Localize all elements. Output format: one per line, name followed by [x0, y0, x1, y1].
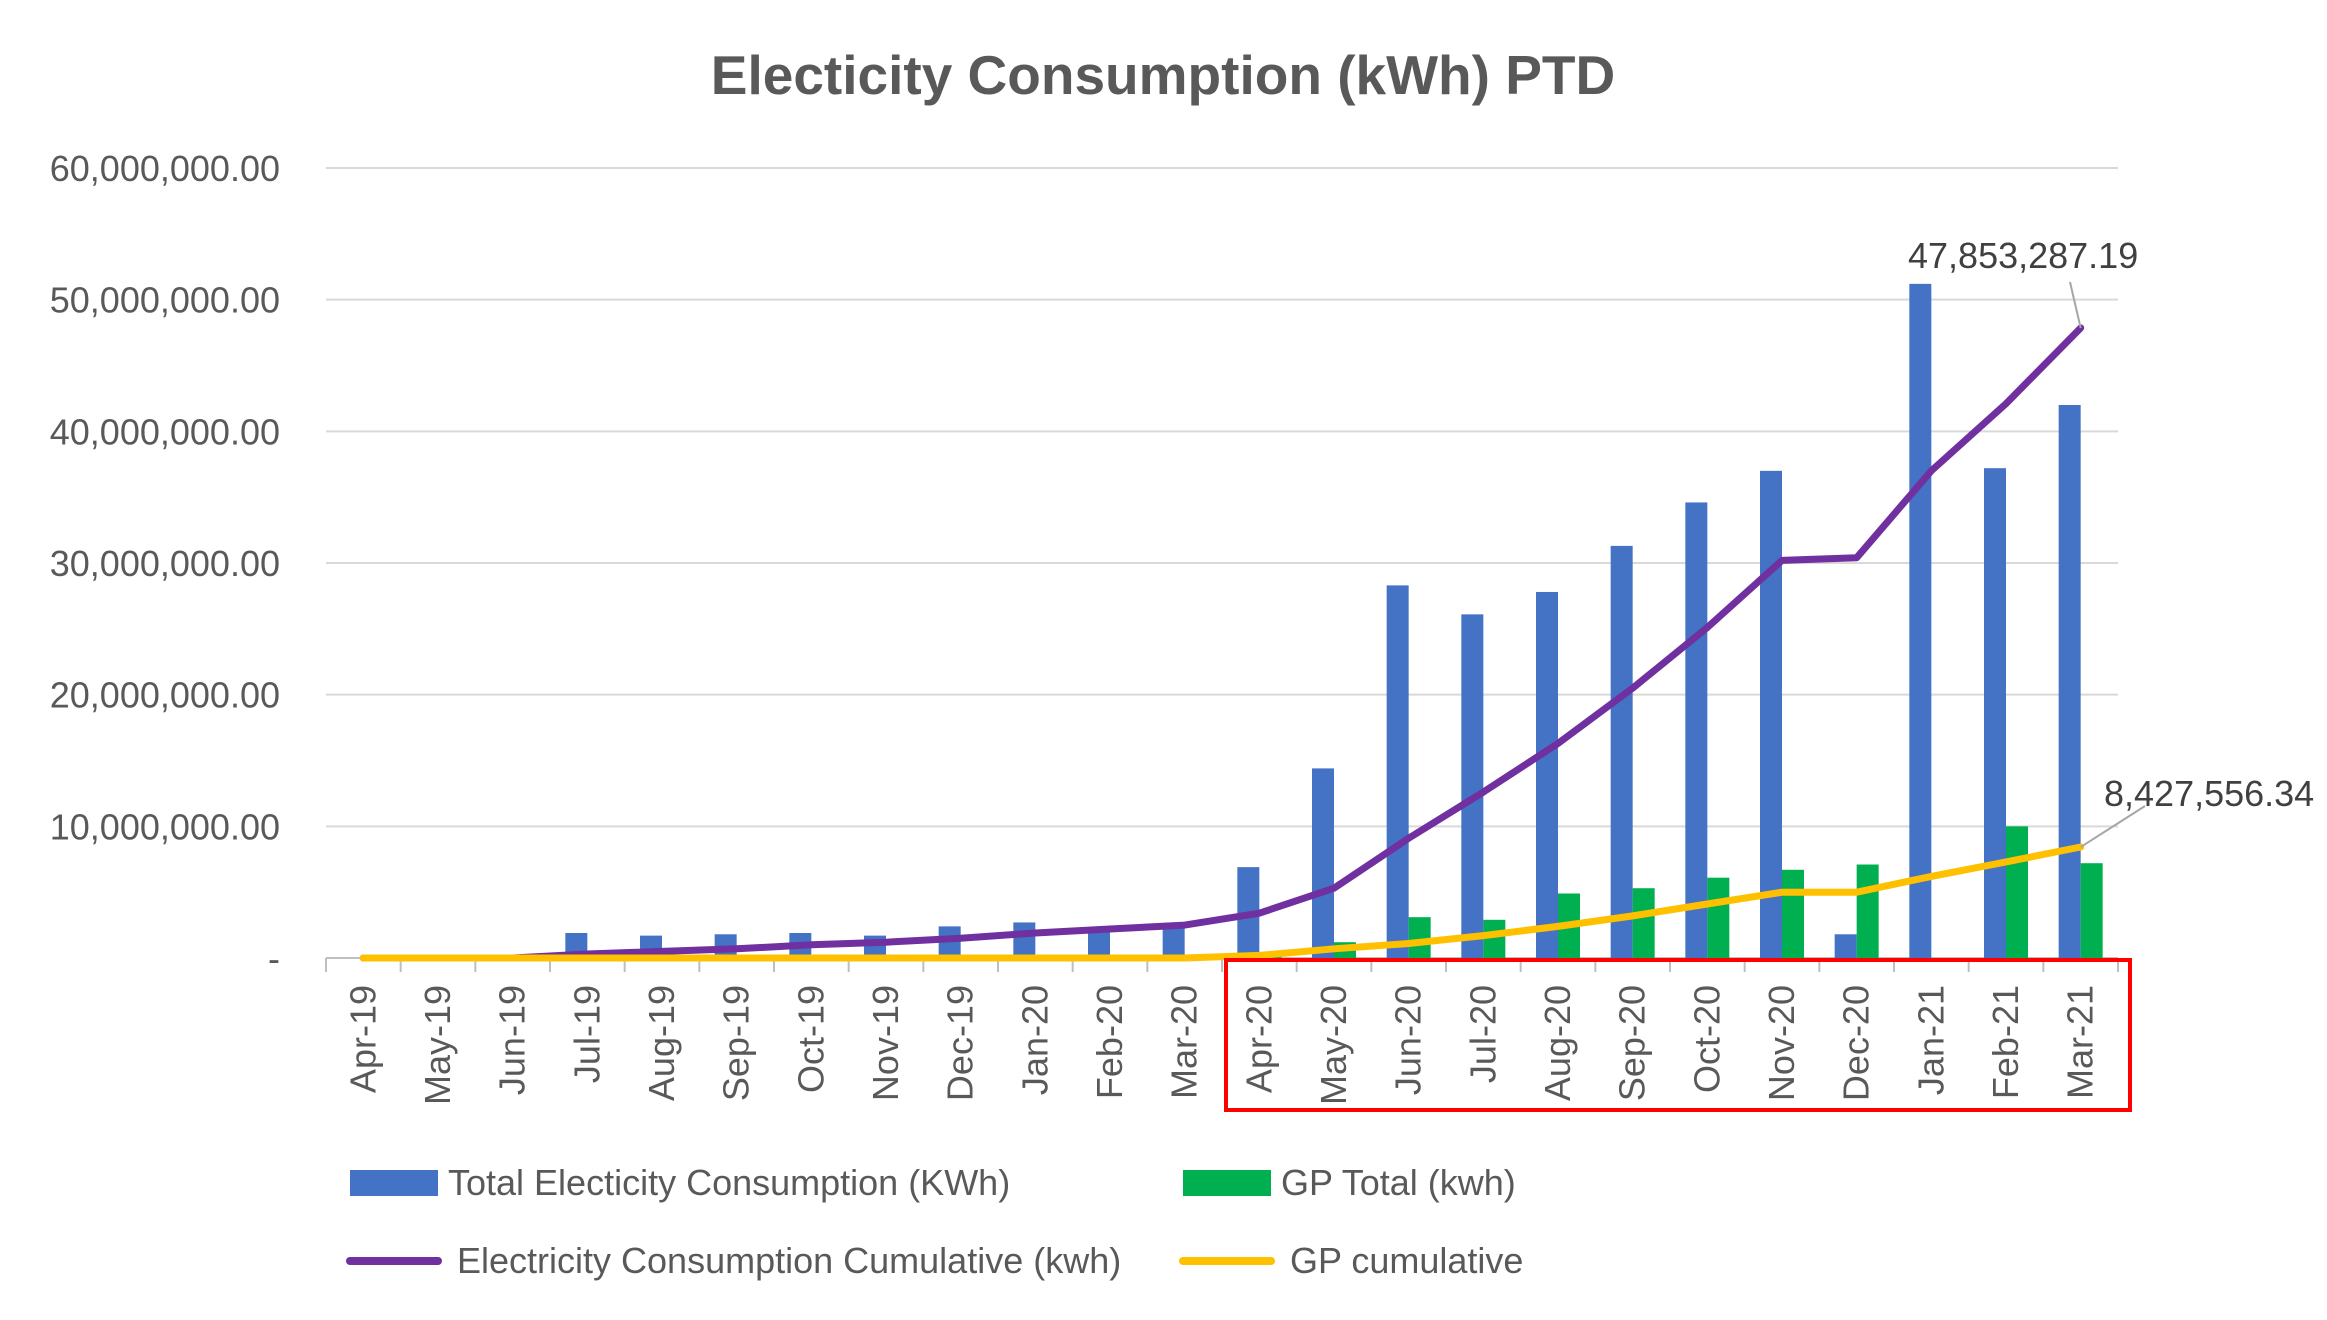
- x-tick-label: Jul-19: [566, 985, 607, 1083]
- x-tick-label: Jun-20: [1388, 985, 1429, 1095]
- x-tick-label: Sep-20: [1612, 985, 1653, 1101]
- bar-total-consumption: [1088, 927, 1110, 958]
- legend-swatch-total-consumption: [350, 1170, 438, 1196]
- legend-label-gp-cumulative: GP cumulative: [1290, 1240, 1523, 1281]
- legend-swatch-gp-total: [1183, 1170, 1271, 1196]
- y-tick-label: 20,000,000.00: [50, 675, 280, 716]
- x-tick-label: Mar-21: [2060, 985, 2101, 1099]
- bar-gp-total: [1408, 917, 1431, 958]
- annotation-leader: [2080, 805, 2146, 848]
- bar-total-consumption: [1312, 768, 1334, 958]
- bar-total-consumption: [1386, 585, 1409, 958]
- x-tick-label: Mar-20: [1164, 985, 1205, 1099]
- legend-label-consumption-cumulative: Electricity Consumption Cumulative (kwh): [457, 1240, 1121, 1281]
- bar-total-consumption: [2058, 405, 2081, 958]
- bar-total-consumption: [1909, 283, 1932, 958]
- bar-gp-total: [1483, 919, 1506, 958]
- annotation-leader: [2069, 281, 2082, 329]
- x-tick-label: Nov-20: [1761, 985, 1802, 1101]
- bar-total-consumption: [1834, 934, 1857, 958]
- y-tick-label: 50,000,000.00: [50, 280, 280, 321]
- y-tick-label: 60,000,000.00: [50, 148, 280, 189]
- x-tick-label: May-19: [417, 985, 458, 1105]
- bar-gp-total: [1856, 864, 1879, 958]
- x-tick-label: Dec-20: [1836, 985, 1877, 1101]
- bar-total-consumption: [1610, 545, 1633, 958]
- bar-total-consumption: [1162, 925, 1185, 958]
- data-label-consumption-cumulative: 47,853,287.19: [1908, 235, 2138, 276]
- x-tick-label: Jun-19: [492, 985, 533, 1095]
- bar-gp-total: [2006, 826, 2028, 958]
- x-tick-label: Jan-21: [1910, 985, 1951, 1095]
- chart-title: Electicity Consumption (kWh) PTD: [711, 44, 1615, 106]
- x-tick-label: Oct-19: [790, 985, 831, 1093]
- bar-gp-total: [1782, 869, 1804, 958]
- line-gp-cumulative: [359, 843, 2085, 962]
- x-tick-label: May-20: [1313, 985, 1354, 1105]
- x-tick-label: Feb-20: [1089, 985, 1130, 1099]
- bar-total-consumption: [1760, 470, 1782, 958]
- x-tick-label: Jan-20: [1014, 985, 1055, 1095]
- bar-total-consumption: [1685, 502, 1708, 958]
- x-tick-label: Feb-21: [1985, 985, 2026, 1099]
- x-tick-label: Apr-20: [1238, 985, 1279, 1093]
- highlight-box: [1224, 958, 2132, 1112]
- bar-gp-total: [2080, 863, 2103, 958]
- x-tick-label: Jul-20: [1462, 985, 1503, 1083]
- bar-total-consumption: [1461, 614, 1484, 958]
- y-tick-label: 30,000,000.00: [50, 543, 280, 584]
- x-tick-label: Dec-19: [940, 985, 981, 1101]
- x-tick-label: Nov-19: [865, 985, 906, 1101]
- bar-total-consumption: [1984, 468, 2006, 958]
- x-tick-label: Aug-20: [1537, 985, 1578, 1101]
- legend-label-total-consumption: Total Electicity Consumption (KWh): [448, 1162, 1010, 1203]
- y-tick-label: 10,000,000.00: [50, 806, 280, 847]
- legend-label-gp-total: GP Total (kwh): [1281, 1162, 1516, 1203]
- bar-gp-total: [1707, 877, 1730, 958]
- x-tick-label: Apr-19: [342, 985, 383, 1093]
- bar-total-consumption: [1536, 591, 1558, 958]
- y-tick-label: -: [268, 938, 280, 979]
- y-tick-label: 40,000,000.00: [50, 411, 280, 452]
- x-tick-label: Oct-20: [1686, 985, 1727, 1093]
- bar-total-consumption: [1013, 922, 1036, 958]
- bar-gp-total: [1632, 888, 1655, 958]
- x-tick-label: Aug-19: [641, 985, 682, 1101]
- data-label-gp-cumulative: 8,427,556.34: [2104, 773, 2314, 814]
- line-consumption-cumulative: [359, 324, 2085, 962]
- x-tick-label: Sep-19: [716, 985, 757, 1101]
